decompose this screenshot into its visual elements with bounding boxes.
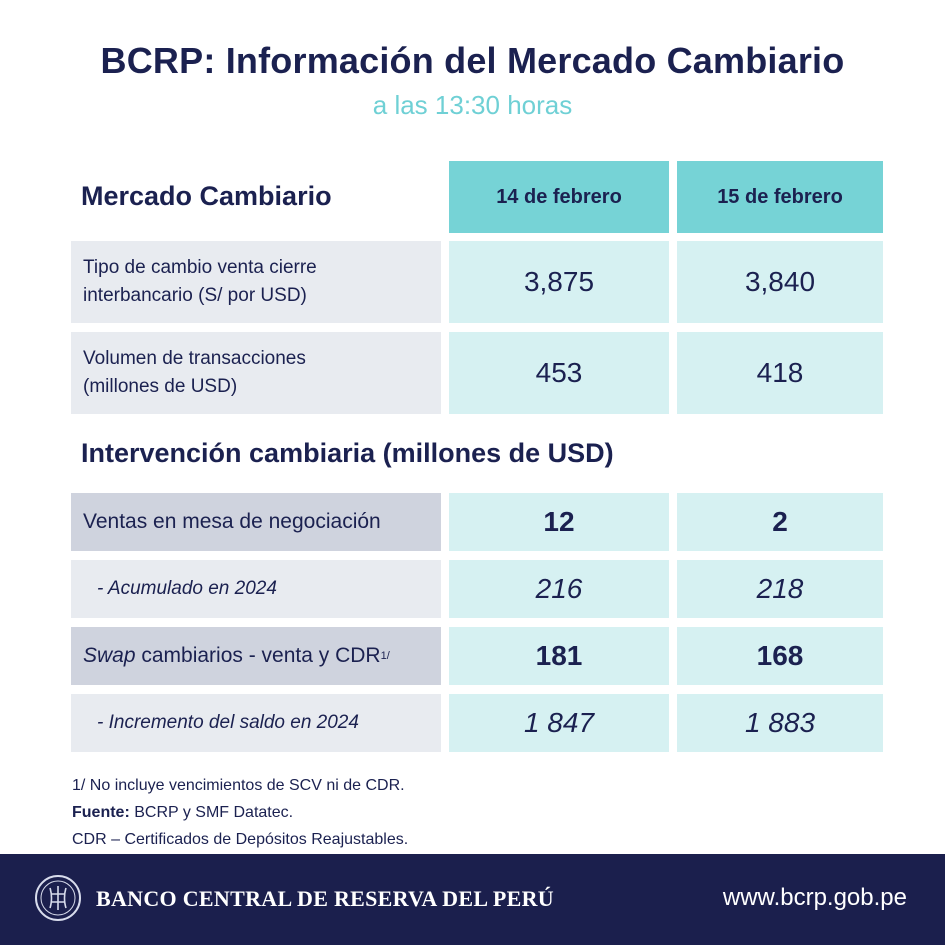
accumulated-label: - Acumulado en 2024 [71,560,441,618]
source-text: BCRP y SMF Datatec. [129,804,294,821]
swap-label-italic: Swap [83,644,136,667]
volume-label-line1: Volumen de transacciones [83,348,306,369]
website-link[interactable]: www.bcrp.gob.pe [722,884,907,911]
market-section-title: Mercado Cambiario [81,181,332,211]
bank-name: BANCO CENTRAL DE RESERVA DEL PERÚ [96,886,554,911]
accumulated-value-2: 218 [677,560,883,618]
exchange-rate-value-2: 3,840 [677,241,883,323]
volume-value-2: 418 [677,332,883,414]
swap-value-1: 181 [449,627,669,685]
exchange-rate-label-line1: Tipo de cambio venta cierre [83,257,317,278]
balance-increase-value-1: 1 847 [449,694,669,752]
column-header-date-2: 15 de febrero [677,161,883,233]
sales-desk-value-2: 2 [677,493,883,551]
footnote-1: 1/ No incluye vencimientos de SCV ni de … [72,777,405,794]
source-label: Fuente: [72,804,130,821]
exchange-rate-value-1: 3,875 [449,241,669,323]
sales-desk-value-1: 12 [449,493,669,551]
column-header-date-1: 14 de febrero [449,161,669,233]
balance-increase-value-2: 1 883 [677,694,883,752]
accumulated-value-1: 216 [449,560,669,618]
footnotes: 1/ No incluye vencimientos de SCV ni de … [72,772,408,853]
swap-label: Swap cambiarios - venta y CDR 1/ [71,627,441,685]
volume-value-1: 453 [449,332,669,414]
sales-desk-label: Ventas en mesa de negociación [71,493,441,551]
balance-increase-label: - Incremento del saldo en 2024 [71,694,441,752]
intervention-section-title: Intervención cambiaria (millones de USD) [81,438,614,468]
source-note: Fuente: BCRP y SMF Datatec. [72,799,408,826]
swap-value-2: 168 [677,627,883,685]
swap-label-footnote: 1/ [380,650,390,662]
volume-label-line2: (millones de USD) [83,376,238,397]
footer-bar: BANCO CENTRAL DE RESERVA DEL PERÚ www.bc… [0,854,945,945]
exchange-rate-label: Tipo de cambio venta cierre interbancari… [71,241,441,323]
page-subtitle: a las 13:30 horas [372,90,573,120]
volume-label: Volumen de transacciones (millones de US… [71,332,441,414]
exchange-rate-label-line2: interbancario (S/ por USD) [83,285,307,306]
footnote-cdr: CDR – Certificados de Depósitos Reajusta… [72,831,409,848]
bcrp-seal-icon [35,875,81,921]
swap-label-rest: cambiarios - venta y CDR [135,644,381,667]
page-title: BCRP: Información del Mercado Cambiario [100,40,845,81]
